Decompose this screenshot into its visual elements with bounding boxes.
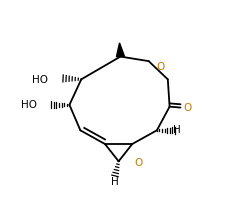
Text: H: H [173,125,181,135]
Text: O: O [184,103,192,112]
Text: H: H [111,177,119,187]
Text: O: O [134,158,143,168]
Text: HO: HO [31,75,48,85]
Polygon shape [116,43,125,57]
Text: HO: HO [21,100,37,110]
Text: O: O [156,62,165,72]
